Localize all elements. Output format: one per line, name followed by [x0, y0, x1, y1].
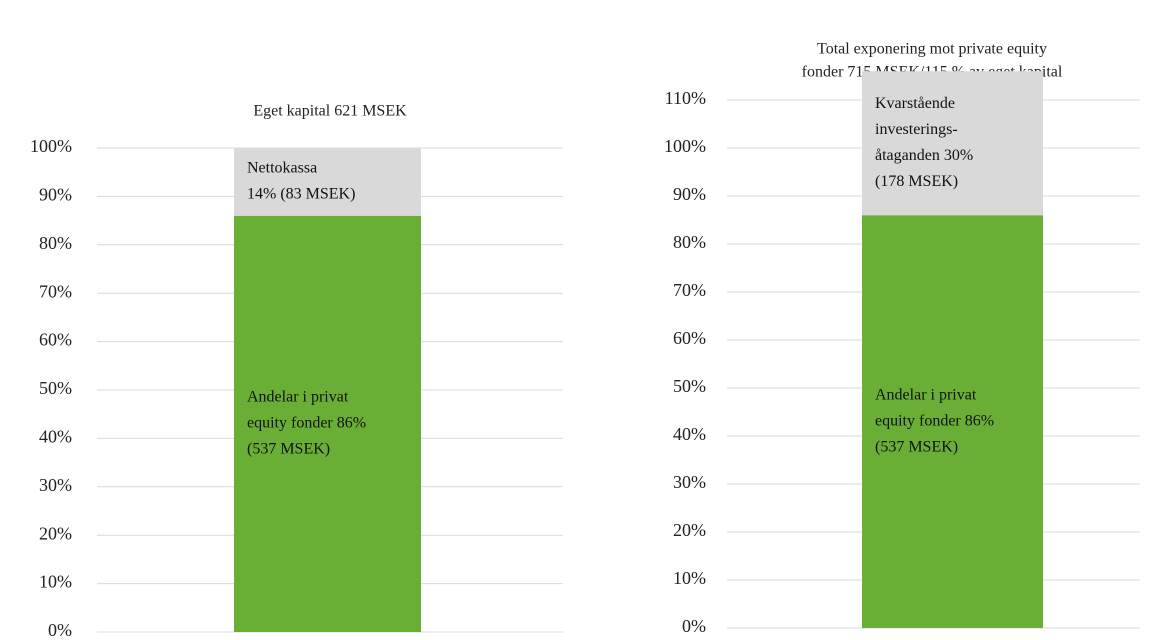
data-label: investerings- — [875, 121, 958, 138]
y-tick-label: 20% — [39, 523, 72, 543]
y-tick-label: 90% — [39, 185, 72, 205]
chart-title: Eget kapital 621 MSEK — [253, 103, 407, 120]
y-tick-label: 90% — [673, 184, 706, 204]
data-label: Kvarstående — [875, 95, 955, 112]
y-tick-label: 10% — [673, 568, 706, 588]
bar-segment — [862, 215, 1043, 628]
bar-segment — [234, 148, 421, 216]
bar-segment — [234, 215, 421, 632]
data-label: 14% (83 MSEK) — [247, 186, 355, 203]
data-label: åtaganden 30% — [875, 147, 973, 164]
y-tick-label: 70% — [39, 281, 72, 301]
data-label: (537 MSEK) — [875, 438, 958, 455]
y-tick-label: 60% — [673, 328, 706, 348]
y-tick-label: 50% — [39, 378, 72, 398]
y-tick-label: 10% — [39, 572, 72, 592]
data-label: equity fonder 86% — [247, 415, 366, 432]
chart-title: Total exponering mot private equity — [817, 41, 1047, 58]
y-tick-label: 20% — [673, 520, 706, 540]
y-tick-label: 50% — [673, 376, 706, 396]
y-tick-label: 30% — [39, 475, 72, 495]
data-label: Andelar i privat — [875, 386, 977, 403]
y-tick-label: 0% — [682, 616, 706, 636]
y-tick-label: 80% — [673, 232, 706, 252]
y-tick-label: 100% — [30, 136, 72, 156]
y-tick-label: 80% — [39, 233, 72, 253]
y-tick-label: 110% — [665, 88, 706, 108]
bar-segment — [862, 71, 1043, 216]
data-label: (178 MSEK) — [875, 173, 958, 190]
data-label: Nettokassa — [247, 160, 317, 177]
y-tick-label: 0% — [48, 620, 72, 640]
y-tick-label: 70% — [673, 280, 706, 300]
y-tick-label: 40% — [39, 427, 72, 447]
data-label: Andelar i privat — [247, 389, 349, 406]
y-tick-label: 40% — [673, 424, 706, 444]
data-label: equity fonder 86% — [875, 412, 994, 429]
data-label: (537 MSEK) — [247, 441, 330, 458]
y-tick-label: 100% — [664, 136, 706, 156]
y-tick-label: 30% — [673, 472, 706, 492]
y-tick-label: 60% — [39, 330, 72, 350]
